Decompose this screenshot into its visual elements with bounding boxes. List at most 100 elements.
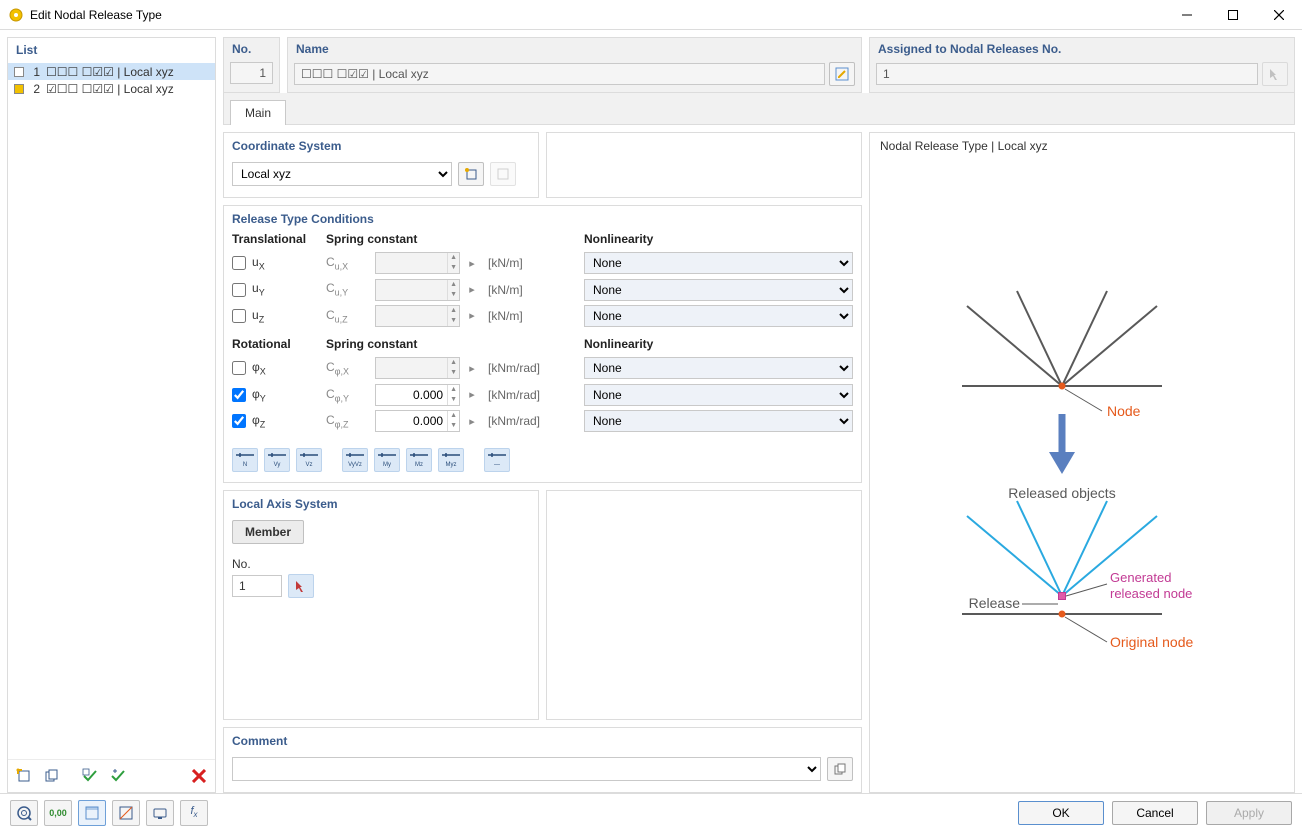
axis-pick-button[interactable] xyxy=(288,574,314,598)
release-uZ-spring-input: ▲▼ xyxy=(375,305,460,327)
svg-text:Vz: Vz xyxy=(305,462,312,468)
svg-text:N: N xyxy=(243,462,247,468)
comment-select[interactable] xyxy=(232,757,821,781)
svg-text:Generated: Generated xyxy=(1110,570,1171,585)
cancel-button[interactable]: Cancel xyxy=(1112,801,1198,825)
list-item[interactable]: 1 ☐☐☐ ☐☑☑ | Local xyz xyxy=(8,63,215,80)
release-uZ-arrow: ▸ xyxy=(464,305,480,327)
coord-new-button[interactable] xyxy=(458,162,484,186)
release-φX-nonlinearity[interactable]: None xyxy=(584,357,853,379)
list-panel: List 1 ☐☐☐ ☐☑☑ | Local xyz 2 ☑☐☐ ☐☑☑ | L… xyxy=(7,37,216,793)
axis-member-button[interactable]: Member xyxy=(232,520,304,544)
svg-text:Original node: Original node xyxy=(1110,634,1193,650)
release-uY-nonlinearity[interactable]: None xyxy=(584,279,853,301)
comment-copy-button[interactable] xyxy=(827,757,853,781)
no-box: No. xyxy=(223,37,280,93)
release-uY-spring-input: ▲▼ xyxy=(375,279,460,301)
assigned-pick-button xyxy=(1262,62,1288,86)
comment-title: Comment xyxy=(224,728,861,754)
titlebar: Edit Nodal Release Type xyxy=(0,0,1302,30)
name-label: Name xyxy=(288,38,861,62)
list-toolbar xyxy=(8,759,215,792)
release-title: Release Type Conditions xyxy=(224,206,861,232)
release-φY-arrow[interactable]: ▸ xyxy=(464,384,480,406)
svg-text:Myz: Myz xyxy=(446,462,457,468)
dialog-footer: 0,00 fx OK Cancel Apply xyxy=(0,793,1302,831)
footer-tool-fx[interactable]: fx xyxy=(180,800,208,826)
footer-tool-units[interactable]: 0,00 xyxy=(44,800,72,826)
preset-Mz[interactable]: Mz xyxy=(406,448,432,472)
release-φY-checkbox[interactable] xyxy=(232,388,246,402)
svg-text:Mz: Mz xyxy=(415,462,423,468)
preview-panel: Nodal Release Type | Local xyz Node Relea… xyxy=(869,132,1295,793)
preset-Vz[interactable]: Vz xyxy=(296,448,322,472)
release-φZ-checkbox[interactable] xyxy=(232,414,246,428)
preset-N[interactable]: N xyxy=(232,448,258,472)
footer-tool-help[interactable] xyxy=(10,800,38,826)
ok-button[interactable]: OK xyxy=(1018,801,1104,825)
preset-VyVz[interactable]: VyVz xyxy=(342,448,368,472)
release-φY-nonlinearity[interactable]: None xyxy=(584,384,853,406)
release-uY-checkbox[interactable] xyxy=(232,283,246,297)
svg-text:Release: Release xyxy=(969,595,1021,611)
list-items[interactable]: 1 ☐☐☐ ☐☑☑ | Local xyz 2 ☑☐☐ ☐☑☑ | Local … xyxy=(8,63,215,759)
name-box: Name xyxy=(287,37,862,93)
empty-top-right-box xyxy=(546,132,862,198)
release-uX-spring-input: ▲▼ xyxy=(375,252,460,274)
svg-text:Node: Node xyxy=(1107,403,1141,419)
svg-text:VyVz: VyVz xyxy=(348,462,362,468)
release-φZ-spring-input[interactable]: ▲▼ xyxy=(375,410,460,432)
preset-My[interactable]: My xyxy=(374,448,400,472)
list-copy-button[interactable] xyxy=(40,764,64,788)
footer-tool-display[interactable] xyxy=(146,800,174,826)
preview-diagram: Node Released objects Release Generatedrele… xyxy=(870,159,1294,792)
no-label: No. xyxy=(224,38,279,62)
empty-mid-right-box xyxy=(546,490,862,720)
coord-edit-button xyxy=(490,162,516,186)
window-title: Edit Nodal Release Type xyxy=(30,8,1164,22)
preview-title: Nodal Release Type | Local xyz xyxy=(870,133,1294,159)
svg-text:—: — xyxy=(494,462,500,468)
preset-—[interactable]: — xyxy=(484,448,510,472)
release-φY-spring-input[interactable]: ▲▼ xyxy=(375,384,460,406)
release-uZ-checkbox[interactable] xyxy=(232,309,246,323)
assigned-box: Assigned to Nodal Releases No. xyxy=(869,37,1295,93)
list-item[interactable]: 2 ☑☐☐ ☐☑☑ | Local xyz xyxy=(8,80,215,97)
footer-tool-view1[interactable] xyxy=(78,800,106,826)
release-uX-nonlinearity[interactable]: None xyxy=(584,252,853,274)
preset-row: N Vy Vz VyVz My Mz Myz — xyxy=(224,440,861,482)
list-delete-button[interactable] xyxy=(187,764,211,788)
svg-text:My: My xyxy=(383,462,391,468)
axis-title: Local Axis System xyxy=(224,491,538,517)
close-button[interactable] xyxy=(1256,0,1302,30)
axis-no-label: No. xyxy=(232,557,530,571)
release-φX-checkbox[interactable] xyxy=(232,361,246,375)
release-φX-arrow: ▸ xyxy=(464,357,480,379)
footer-tool-view2[interactable] xyxy=(112,800,140,826)
release-uZ-nonlinearity[interactable]: None xyxy=(584,305,853,327)
name-input[interactable] xyxy=(294,63,825,85)
coord-select[interactable]: Local xyz xyxy=(232,162,452,186)
list-assign-button[interactable] xyxy=(106,764,130,788)
apply-button[interactable]: Apply xyxy=(1206,801,1292,825)
axis-no-input[interactable] xyxy=(232,575,282,597)
svg-text:Released objects: Released objects xyxy=(1008,485,1115,501)
release-uX-arrow: ▸ xyxy=(464,252,480,274)
name-edit-button[interactable] xyxy=(829,62,855,86)
window-controls xyxy=(1164,0,1302,30)
preset-Myz[interactable]: Myz xyxy=(438,448,464,472)
tab-main[interactable]: Main xyxy=(230,100,286,125)
release-φZ-arrow[interactable]: ▸ xyxy=(464,410,480,432)
minimize-button[interactable] xyxy=(1164,0,1210,30)
app-icon xyxy=(8,7,24,23)
release-uX-checkbox[interactable] xyxy=(232,256,246,270)
list-check-button[interactable] xyxy=(78,764,102,788)
svg-text:released node: released node xyxy=(1110,586,1192,601)
list-title: List xyxy=(8,38,215,63)
release-φZ-nonlinearity[interactable]: None xyxy=(584,410,853,432)
assigned-label: Assigned to Nodal Releases No. xyxy=(870,38,1294,62)
maximize-button[interactable] xyxy=(1210,0,1256,30)
preset-Vy[interactable]: Vy xyxy=(264,448,290,472)
list-new-button[interactable] xyxy=(12,764,36,788)
no-input xyxy=(230,62,273,84)
